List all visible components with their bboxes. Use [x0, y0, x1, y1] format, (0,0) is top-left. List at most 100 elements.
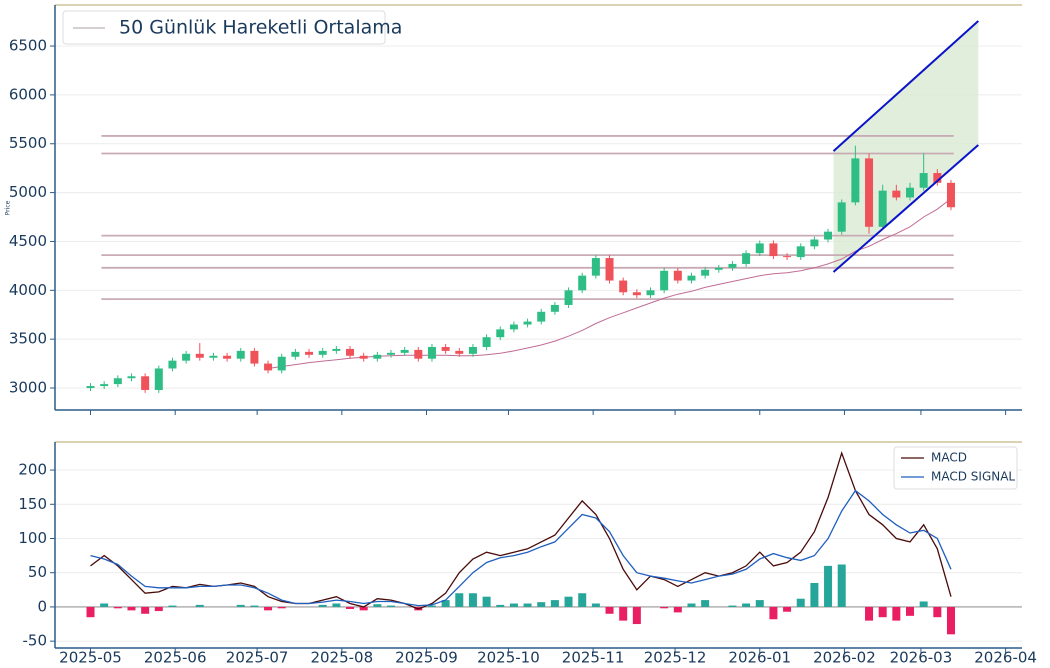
- histogram-bar: [496, 604, 505, 607]
- histogram-bar: [386, 605, 395, 607]
- candle-body: [619, 280, 628, 293]
- candle-body: [851, 158, 860, 203]
- candle-body: [209, 355, 218, 358]
- histogram-bar: [742, 603, 751, 607]
- legend-box: [62, 10, 386, 45]
- histogram-bar: [755, 600, 764, 607]
- histogram-bar: [468, 593, 477, 607]
- candle-body: [523, 321, 532, 325]
- legend-box: [893, 446, 1018, 490]
- x-tick-label: 2026-04: [974, 649, 1037, 667]
- x-tick-label: 2025-10: [477, 649, 540, 667]
- histogram-bar: [796, 598, 805, 607]
- histogram-bar: [86, 606, 95, 618]
- y-tick-label: 3500: [9, 330, 47, 348]
- candle-body: [632, 292, 641, 296]
- histogram-bar: [482, 596, 491, 607]
- x-tick-label: 2025-07: [226, 649, 289, 667]
- candle-body: [441, 346, 450, 351]
- y-tick-label: 100: [18, 529, 47, 547]
- candle-body: [346, 348, 355, 356]
- histogram-bar: [769, 606, 778, 620]
- candle-body: [86, 386, 95, 389]
- y-tick-label: 5500: [9, 134, 47, 152]
- candle-body: [591, 258, 600, 276]
- x-tick-label: 2026-01: [728, 649, 791, 667]
- candle-body: [796, 246, 805, 258]
- y-tick-label: 5000: [9, 183, 47, 201]
- candle-body: [141, 376, 150, 390]
- histogram-bar: [605, 606, 614, 614]
- channel-line: [832, 144, 979, 273]
- legend-label: MACD SIGNAL: [931, 470, 1015, 484]
- histogram-bar: [660, 606, 669, 609]
- histogram-bar: [523, 603, 532, 607]
- histogram-bar: [810, 582, 819, 607]
- candle-body: [305, 351, 314, 355]
- x-tick-label: 2025-11: [562, 649, 625, 667]
- channel-line: [832, 20, 979, 152]
- candle-body: [127, 376, 136, 379]
- y-tick-label: -50: [23, 632, 48, 650]
- candle-body: [373, 354, 382, 359]
- candle-body: [414, 349, 423, 359]
- histogram-bar: [892, 606, 901, 621]
- candle-body: [427, 346, 436, 359]
- histogram-bar: [687, 603, 696, 607]
- histogram-bar: [919, 601, 928, 607]
- y-tick-label: 0: [37, 597, 47, 615]
- candle-body: [195, 353, 204, 358]
- line: [268, 198, 952, 369]
- y-tick-label: 6500: [9, 37, 47, 55]
- candle-body: [154, 368, 163, 390]
- candle-body: [810, 239, 819, 247]
- candle-body: [946, 182, 955, 208]
- candle-body: [264, 363, 273, 371]
- histogram-bar: [673, 606, 682, 613]
- histogram-bar: [933, 606, 942, 618]
- candle-body: [359, 355, 368, 359]
- histogram-bar: [619, 606, 628, 621]
- histogram-bar: [168, 605, 177, 607]
- candle-body: [455, 350, 464, 354]
- candle-body: [318, 350, 327, 355]
- histogram-bar: [701, 600, 710, 607]
- candle-body: [673, 270, 682, 281]
- candle-body: [223, 355, 232, 359]
- candle-body: [906, 187, 915, 198]
- histogram-bar: [250, 605, 259, 607]
- candle-body: [755, 243, 764, 254]
- candle-body: [236, 350, 245, 359]
- y-tick-label: 6000: [9, 85, 47, 103]
- candle-body: [878, 190, 887, 227]
- candle-body: [496, 329, 505, 338]
- histogram-bar: [783, 606, 792, 612]
- legend-label: MACD: [931, 451, 967, 465]
- histogram-bar: [591, 603, 600, 607]
- candle-body: [386, 352, 395, 355]
- candle-body: [468, 346, 477, 354]
- candle-body: [783, 256, 792, 258]
- candle-body: [250, 350, 259, 364]
- candle-body: [824, 231, 833, 240]
- histogram-bar: [100, 603, 109, 607]
- histogram-bar: [578, 593, 587, 607]
- candle-body: [892, 190, 901, 198]
- histogram-bar: [946, 606, 955, 635]
- histogram-bar: [728, 605, 737, 607]
- candle-body: [100, 384, 109, 387]
- line: [90, 489, 952, 607]
- histogram-bar: [906, 606, 915, 616]
- candle-body: [550, 304, 559, 312]
- histogram-bar: [632, 606, 641, 625]
- y-tick-label: 200: [18, 461, 47, 479]
- candle-body: [537, 311, 546, 322]
- y-axis-label: Price: [5, 200, 12, 215]
- y-tick-label: 3000: [9, 379, 47, 397]
- candle-body: [646, 290, 655, 296]
- candle-body: [482, 337, 491, 347]
- candle-body: [578, 275, 587, 291]
- histogram-bar: [837, 564, 846, 607]
- legend-label: 50 Günlük Hareketli Ortalama: [119, 17, 402, 39]
- candle-body: [714, 267, 723, 270]
